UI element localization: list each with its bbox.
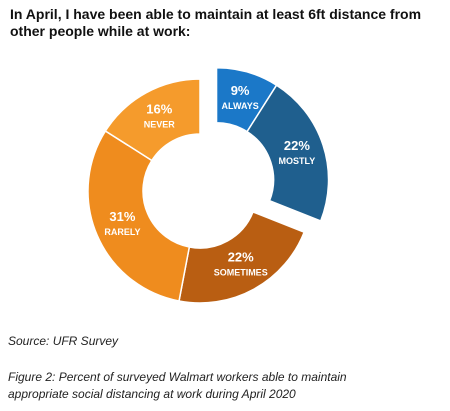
slice bbox=[104, 78, 201, 162]
caption: Figure 2: Percent of surveyed Walmart wo… bbox=[8, 370, 347, 401]
source: Source: UFR Survey bbox=[8, 334, 119, 348]
category-label: RARELY bbox=[104, 227, 140, 237]
slice bbox=[246, 84, 330, 222]
category-label: NEVER bbox=[144, 119, 176, 129]
category-label: ALWAYS bbox=[222, 101, 259, 111]
category-label: MOSTLY bbox=[279, 156, 316, 166]
value-label: 22% bbox=[284, 138, 310, 153]
value-label: 31% bbox=[109, 209, 135, 224]
slice bbox=[87, 129, 191, 302]
slice bbox=[178, 211, 306, 304]
chart-title: In April, I have been able to maintain a… bbox=[10, 6, 422, 39]
value-label: 9% bbox=[231, 83, 250, 98]
value-label: 16% bbox=[146, 101, 172, 116]
value-label: 22% bbox=[228, 249, 254, 264]
chart: 9% ALWAYS 22% MOSTLY 22% SOMETIMES 31% RARELY 16… bbox=[87, 67, 330, 304]
category-label: SOMETIMES bbox=[214, 267, 268, 277]
